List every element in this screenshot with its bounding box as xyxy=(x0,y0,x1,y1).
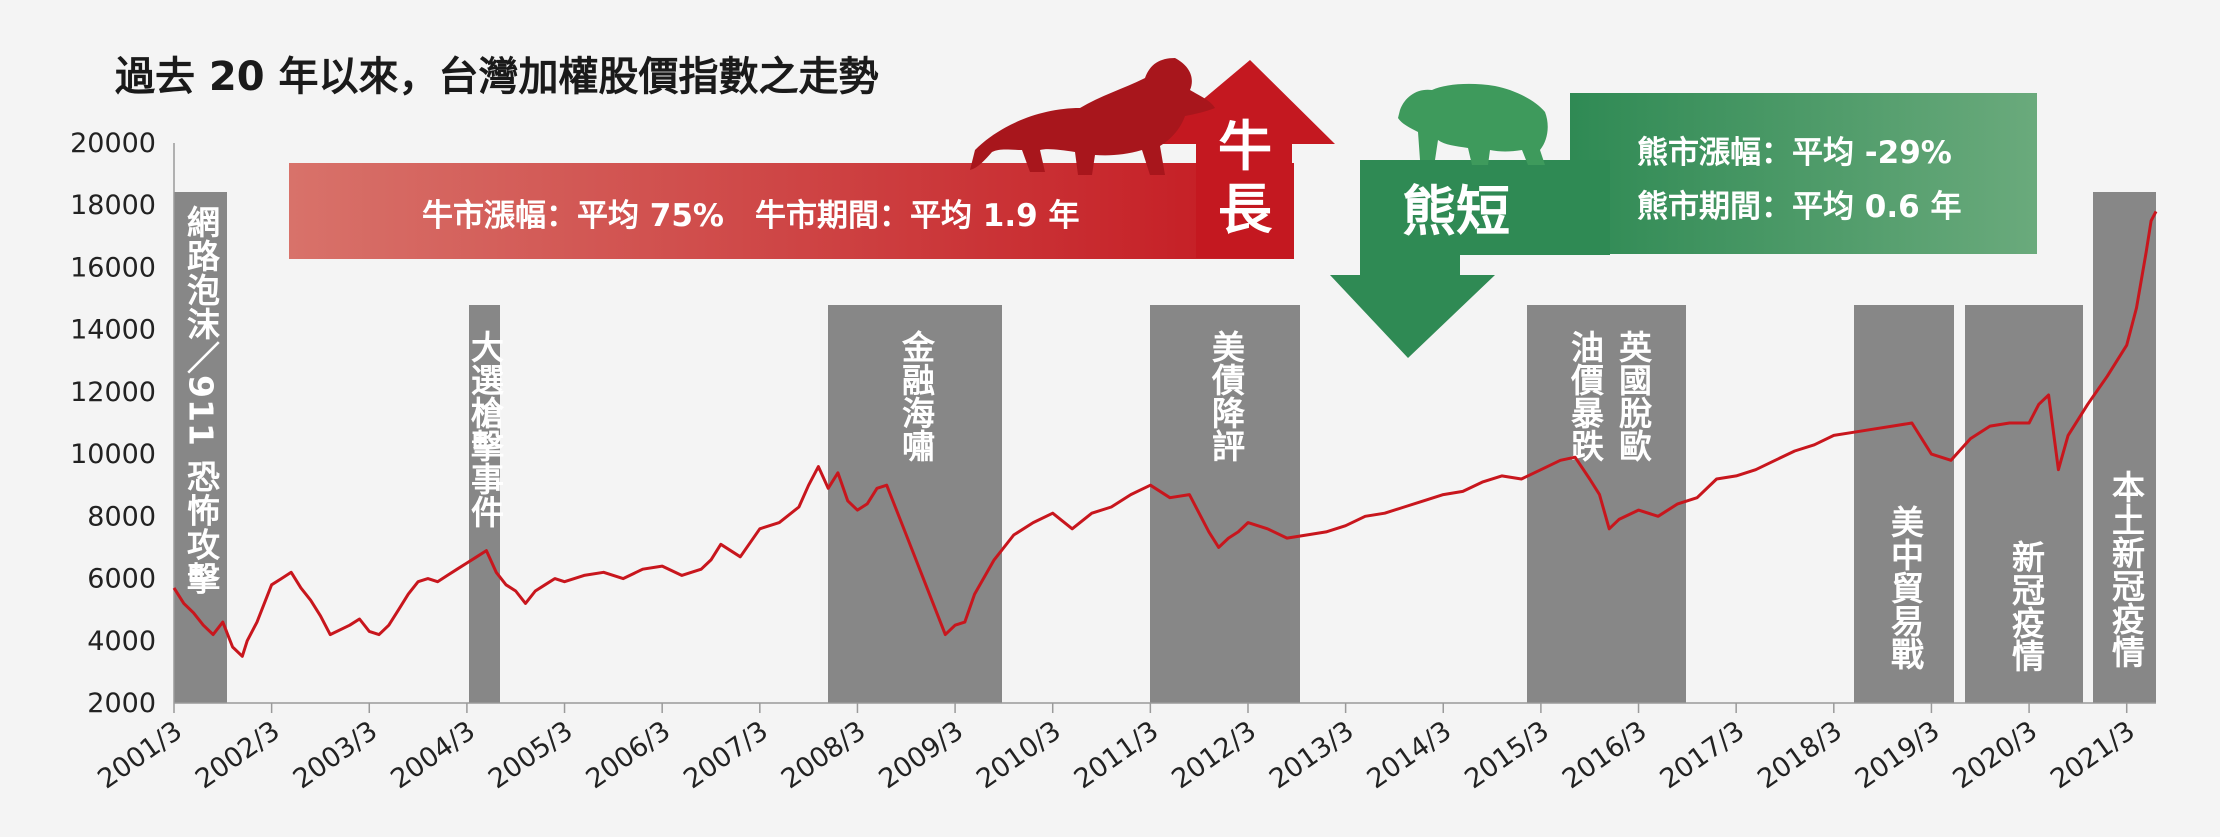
x-tick-label: 2018/3 xyxy=(1752,715,1848,795)
bull-big-label-2: 長 xyxy=(1218,178,1273,241)
bear-banner-bar xyxy=(1570,93,2037,254)
y-tick-label: 14000 xyxy=(70,315,156,346)
x-tick-label: 2010/3 xyxy=(971,715,1067,795)
y-tick-label: 18000 xyxy=(70,190,156,221)
y-tick-label: 20000 xyxy=(70,128,156,159)
y-tick-label: 12000 xyxy=(70,377,156,408)
x-tick-label: 2008/3 xyxy=(776,715,872,795)
bull-big-label-1: 牛 xyxy=(1218,115,1272,178)
event-label-oil-crash: 油價暴跌 xyxy=(1566,330,1606,462)
event-band-2004 xyxy=(469,305,500,703)
event-label-financial-crisis: 金融海嘯 xyxy=(897,329,937,462)
event-label-brexit: 英國脫歐 xyxy=(1614,330,1653,462)
bull-banner-bar xyxy=(289,163,1294,259)
event-band-2011 xyxy=(1150,305,1300,703)
x-tick-label: 2002/3 xyxy=(190,715,286,795)
x-tick-label: 2007/3 xyxy=(678,715,774,795)
event-labels: 網路泡沫／911 恐怖攻擊 大選槍擊事件 金融海嘯 美債降評 油價暴跌 英國脫歐… xyxy=(182,205,2146,672)
y-ticks: 2000 4000 6000 8000 10000 12000 14000 16000 1800… xyxy=(70,128,156,719)
event-label-dotcom: 網路泡沫／911 恐怖攻擊 xyxy=(182,205,221,595)
event-label-trade-war: 美中貿易戰 xyxy=(1886,505,1925,670)
event-band-2018 xyxy=(1854,305,1954,703)
bear-banner: 熊短 熊市漲幅：平均 -29% 熊市期間：平均 0.6 年 xyxy=(1330,83,2037,358)
event-label-covid: 新冠疫情 xyxy=(2007,540,2046,672)
bear-big-label: 熊短 xyxy=(1402,180,1510,243)
x-tick-label: 2014/3 xyxy=(1362,715,1458,795)
y-tick-label: 16000 xyxy=(70,252,156,283)
x-ticks: 2001/3 2002/3 2003/3 2004/3 2005/3 2006/3 2007… xyxy=(92,703,2141,795)
event-band-2015 xyxy=(1527,305,1686,703)
x-tick-label: 2009/3 xyxy=(873,715,969,795)
event-bands xyxy=(174,192,2156,703)
y-tick-label: 4000 xyxy=(87,626,156,657)
x-tick-label: 2016/3 xyxy=(1557,715,1653,795)
event-band-2001 xyxy=(174,192,227,703)
taiex-series-line xyxy=(172,210,2158,658)
x-tick-label: 2005/3 xyxy=(483,715,579,795)
x-tick-label: 2020/3 xyxy=(1947,715,2043,795)
event-band-2020 xyxy=(1965,305,2083,703)
event-band-2008 xyxy=(828,305,1002,703)
x-tick-label: 2017/3 xyxy=(1655,715,1751,795)
x-tick-label: 2011/3 xyxy=(1069,715,1165,795)
x-tick-label: 2021/3 xyxy=(2045,715,2141,795)
bull-banner-text: 牛市漲幅：平均 75% 牛市期間：平均 1.9 年 xyxy=(422,198,1080,234)
y-tick-label: 8000 xyxy=(87,501,156,532)
x-tick-label: 2013/3 xyxy=(1264,715,1360,795)
bear-banner-line1: 熊市漲幅：平均 -29% xyxy=(1637,135,1952,171)
event-label-local-covid: 本土新冠疫情 xyxy=(2107,470,2146,668)
x-tick-label: 2019/3 xyxy=(1850,715,1946,795)
chart-title: 過去 20 年以來，台灣加權股價指數之走勢 xyxy=(115,54,879,100)
x-tick-label: 2001/3 xyxy=(92,715,188,795)
event-label-election: 大選槍擊事件 xyxy=(466,330,505,528)
event-label-us-downgrade: 美債降評 xyxy=(1207,330,1247,462)
x-tick-label: 2004/3 xyxy=(385,715,481,795)
bear-icon xyxy=(1398,83,1548,165)
x-tick-label: 2015/3 xyxy=(1459,715,1555,795)
x-tick-label: 2012/3 xyxy=(1166,715,1262,795)
x-tick-label: 2003/3 xyxy=(288,715,384,795)
bull-banner: 牛市漲幅：平均 75% 牛市期間：平均 1.9 年 牛 長 xyxy=(289,58,1335,259)
bear-down-arrow xyxy=(1330,160,1495,358)
x-tick-label: 2006/3 xyxy=(581,715,677,795)
y-tick-label: 6000 xyxy=(87,564,156,595)
event-band-2021 xyxy=(2093,192,2156,703)
bull-icon xyxy=(970,58,1215,175)
y-tick-label: 10000 xyxy=(70,439,156,470)
bear-banner-line2: 熊市期間：平均 0.6 年 xyxy=(1637,189,1962,225)
y-tick-label: 2000 xyxy=(87,688,156,719)
